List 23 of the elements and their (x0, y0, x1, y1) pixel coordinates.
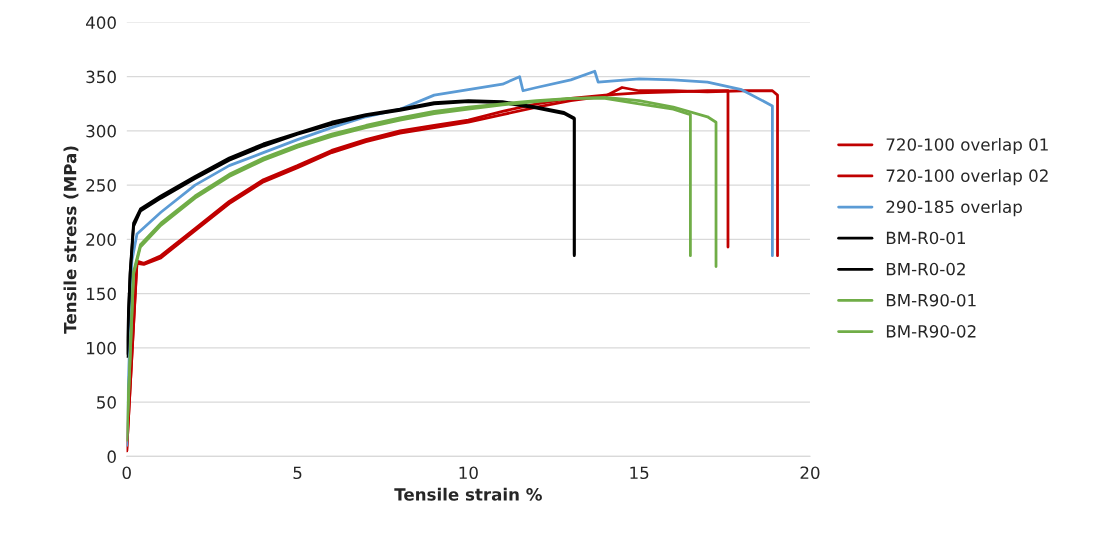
y-tick-label: 50 (97, 396, 116, 409)
x-tick-label: 10 (459, 466, 478, 480)
legend-label: BM-R0-01 (886, 231, 965, 245)
y-axis-title: Tensile stress (MPa) (63, 146, 79, 334)
y-tick-label: 100 (87, 341, 116, 355)
x-axis-title: Tensile strain % (394, 487, 542, 501)
y-tick-label: 400 (86, 16, 116, 29)
y-tick-label: 250 (86, 179, 116, 192)
y-tick-label: 150 (87, 287, 116, 301)
legend-label: 720-100 overlap 01 (886, 137, 1048, 155)
legend-label: BM-R90-01 (886, 293, 976, 307)
legend-label: BM-R90-02 (886, 325, 976, 338)
x-tick-label: 20 (800, 466, 820, 480)
x-tick-label: 15 (630, 466, 649, 480)
legend-label: 720-100 overlap 02 (886, 169, 1048, 186)
legend-label: 290-185 overlap (886, 200, 1022, 217)
y-tick-label: 200 (86, 233, 116, 246)
y-tick-label: 0 (107, 450, 116, 463)
y-tick-label: 300 (86, 124, 116, 138)
x-tick-label: 0 (122, 466, 131, 480)
y-tick-label: 350 (86, 70, 116, 84)
legend-label: BM-R0-02 (886, 262, 965, 276)
x-tick-label: 5 (293, 466, 302, 480)
